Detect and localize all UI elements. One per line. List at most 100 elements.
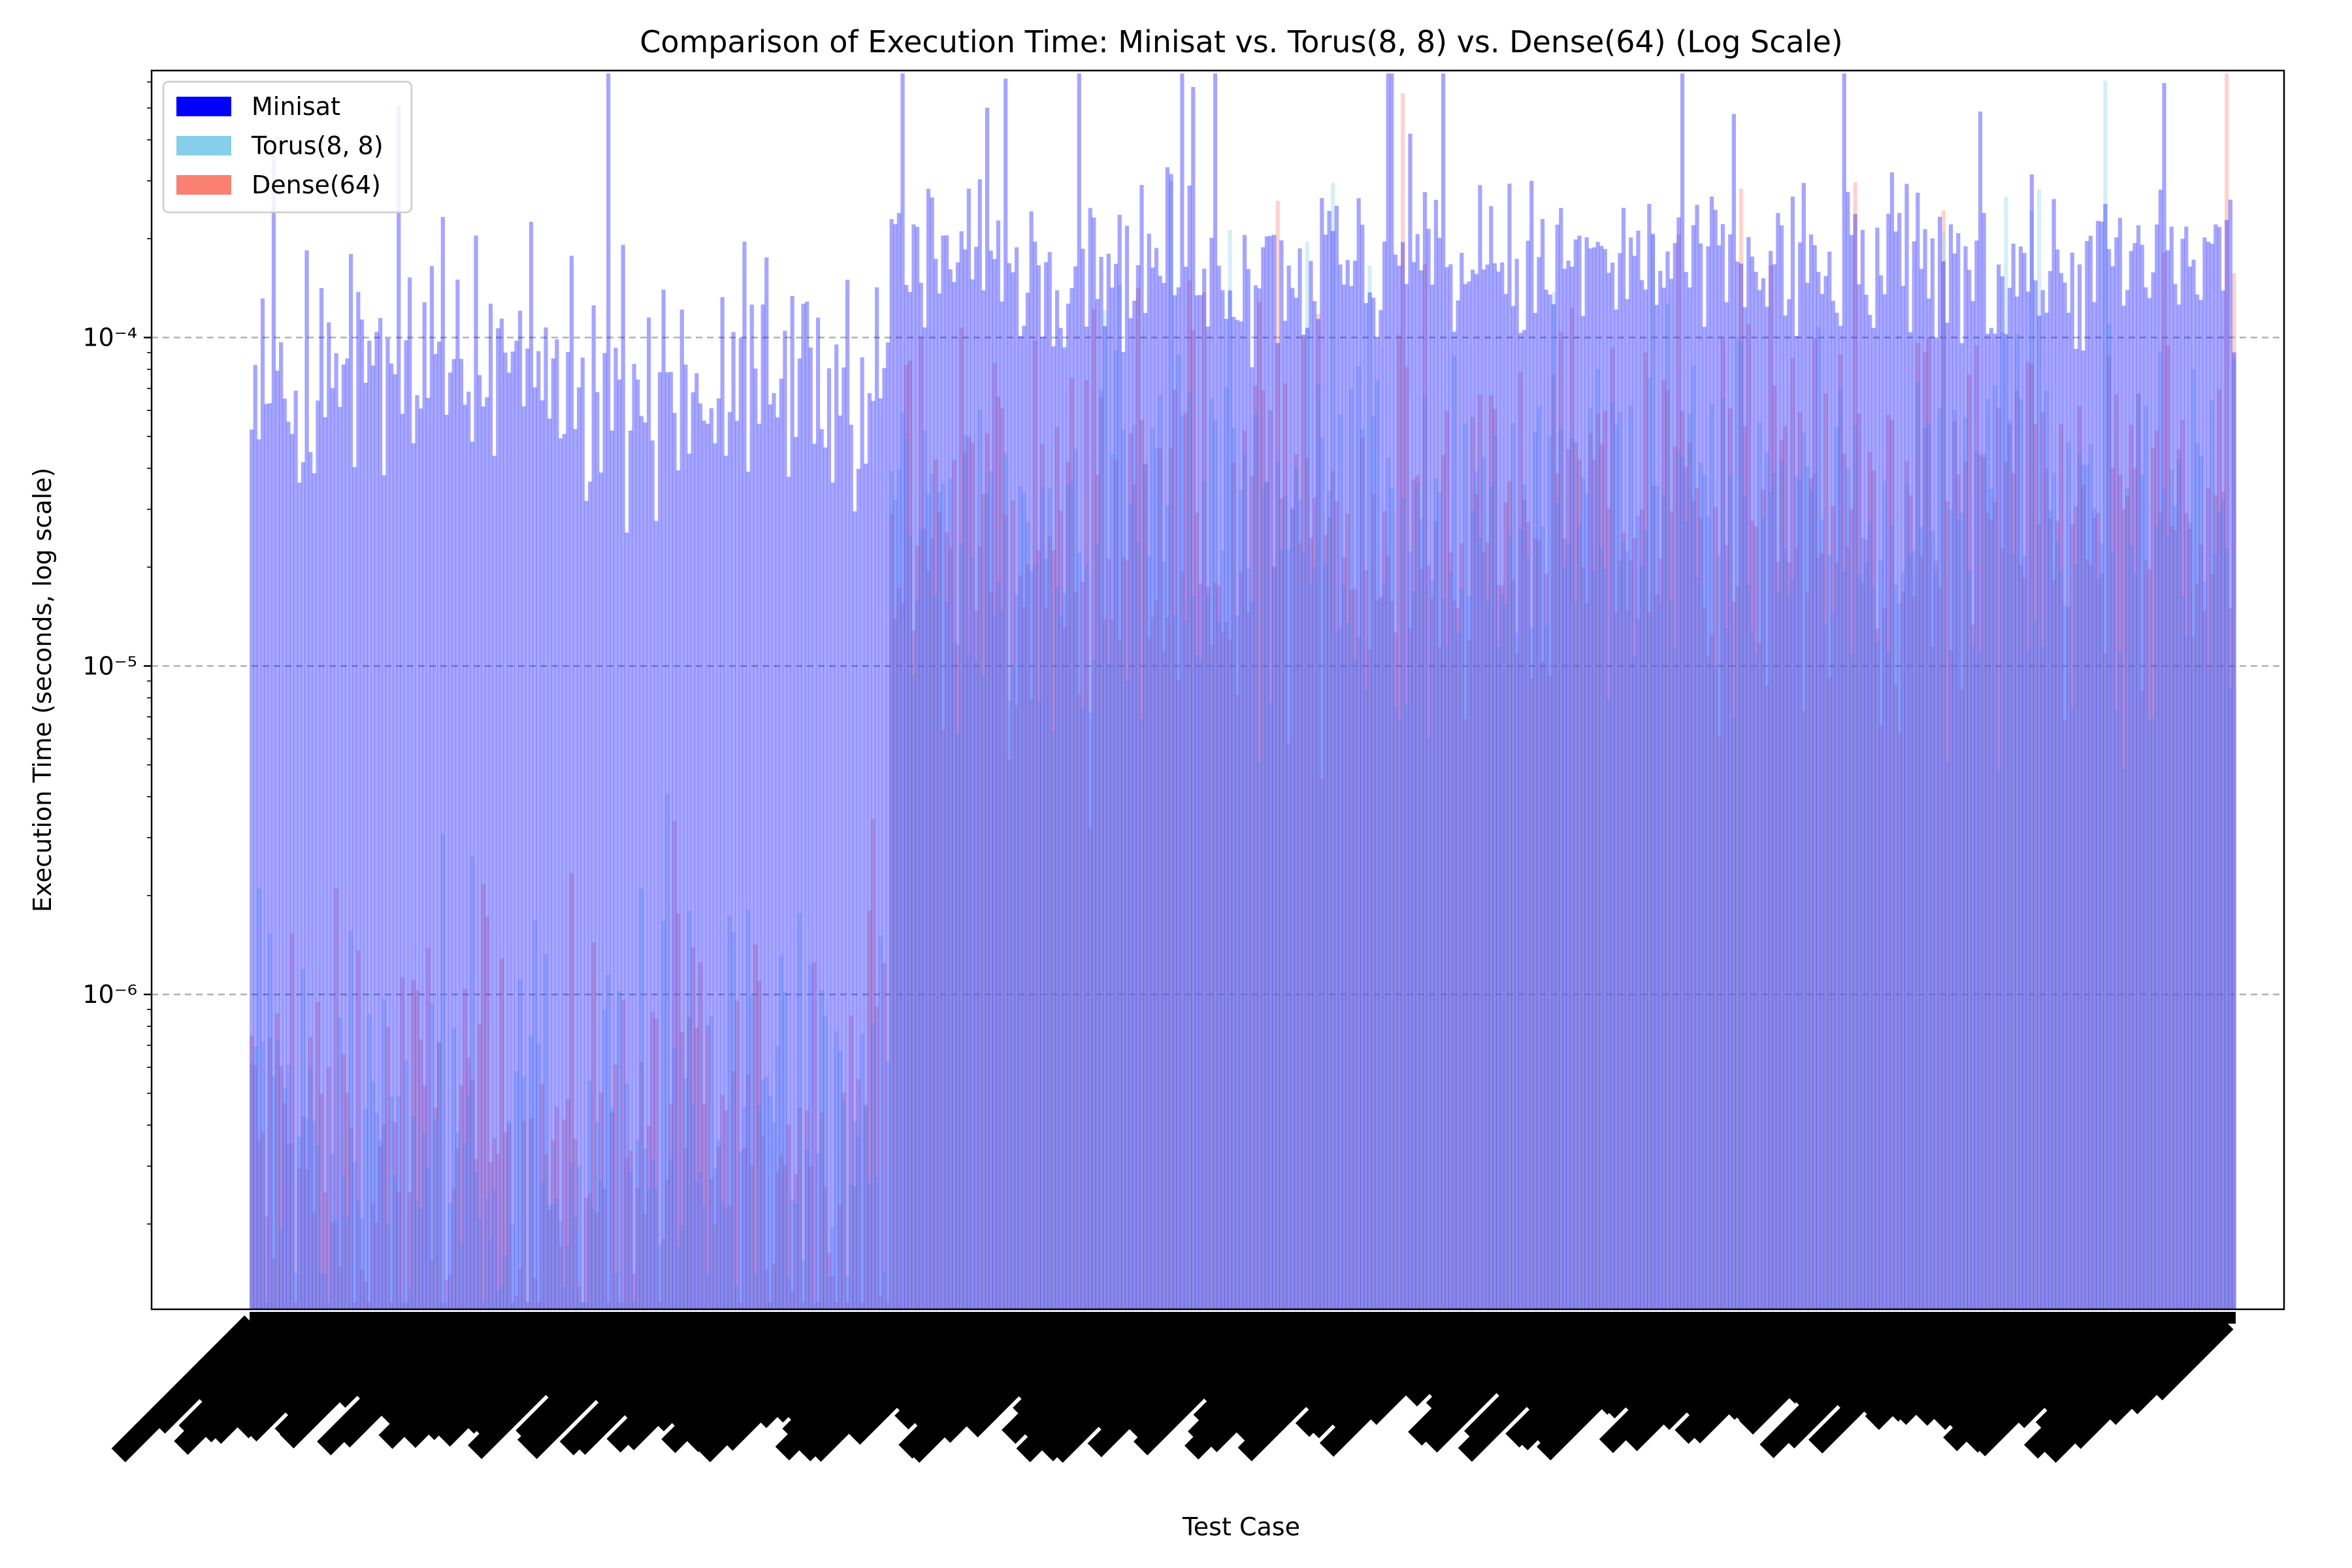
minisat-bar	[2040, 289, 2045, 1310]
minisat-bar	[1106, 253, 1111, 1309]
torus-bar	[1702, 474, 1707, 1310]
dense-bar	[1658, 558, 1663, 1309]
minisat-bar	[1422, 192, 1428, 1310]
minisat-bar	[1640, 280, 1644, 1310]
minisat-bar	[2187, 266, 2193, 1309]
dense-bar	[1595, 414, 1600, 1309]
dense-bar	[1838, 354, 1843, 1310]
dense-bar	[1603, 410, 1607, 1309]
dense-bar	[1518, 372, 1523, 1309]
minisat-bar	[1456, 300, 1460, 1310]
dense-bar	[1062, 627, 1067, 1310]
legend-swatch-minisat	[176, 97, 231, 116]
minisat-bar	[1253, 285, 1258, 1310]
legend-label-minisat: Minisat	[252, 92, 340, 121]
torus-bar	[1658, 602, 1663, 1310]
minisat-bar	[2221, 290, 2225, 1309]
minisat-bar	[404, 340, 408, 1309]
torus-bar	[1404, 704, 1409, 1309]
minisat-bar	[507, 372, 512, 1309]
dense-bar	[1500, 585, 1505, 1310]
dense-bar	[1025, 564, 1030, 1309]
minisat-bar	[1831, 301, 1835, 1309]
dense-bar	[363, 1281, 368, 1309]
torus-bar	[363, 1109, 368, 1309]
dense-bar	[1191, 330, 1196, 1310]
dense-bar	[573, 1139, 578, 1309]
dense-bar	[455, 1149, 460, 1309]
torus-bar	[1110, 453, 1115, 1310]
minisat-bar	[1846, 191, 1850, 1310]
minisat-bar	[1750, 256, 1755, 1309]
dense-bar	[2004, 462, 2008, 1309]
torus-bar	[400, 1302, 405, 1309]
torus-bar	[1688, 414, 1692, 1309]
dense-bar	[1765, 685, 1769, 1309]
dense-bar	[507, 1124, 512, 1309]
minisat-bar	[1235, 319, 1239, 1309]
torus-bar	[657, 1245, 662, 1309]
torus-bar	[1618, 412, 1622, 1309]
dense-bar	[1077, 694, 1081, 1309]
dense-bar	[853, 1186, 857, 1309]
dense-bar	[1124, 560, 1130, 1309]
minisat-bar	[2007, 287, 2012, 1309]
dense-bar	[1772, 385, 1776, 1309]
minisat-bar	[2117, 218, 2123, 1310]
torus-bar	[440, 834, 445, 1309]
dense-bar	[1750, 521, 1755, 1309]
torus-bar	[2048, 510, 2053, 1309]
dense-bar	[2040, 412, 2045, 1309]
minisat-bar	[282, 399, 287, 1310]
dense-bar	[2011, 473, 2016, 1309]
dense-bar	[451, 1188, 456, 1309]
dense-bar	[1345, 514, 1350, 1309]
torus-bar	[706, 1275, 710, 1309]
minisat-bar	[1757, 290, 1762, 1309]
torus-bar	[1187, 392, 1192, 1309]
dense-bar	[1290, 509, 1295, 1309]
minisat-bar	[584, 500, 589, 1309]
dense-bar	[1390, 601, 1394, 1309]
torus-bar	[540, 1181, 544, 1309]
dense-bar	[676, 913, 681, 1309]
dense-bar	[1739, 188, 1744, 1310]
dense-bar	[474, 1159, 478, 1309]
dense-bar	[286, 1143, 291, 1309]
minisat-bar	[815, 318, 821, 1309]
dense-bar	[1426, 564, 1431, 1309]
minisat-bar	[1081, 248, 1085, 1310]
minisat-bar	[1419, 270, 1424, 1309]
dense-bar	[1621, 532, 1626, 1309]
minisat-bar	[1702, 327, 1707, 1310]
torus-bar	[1426, 738, 1431, 1309]
torus-bar	[260, 1041, 265, 1309]
torus-bar	[882, 1271, 887, 1309]
dense-bar	[330, 1222, 335, 1309]
torus-bar	[735, 1286, 740, 1309]
dense-bar	[529, 1118, 534, 1309]
minisat-bar	[613, 348, 618, 1309]
torus-bar	[389, 1097, 394, 1309]
minisat-bar	[1415, 234, 1420, 1309]
dense-bar	[786, 1124, 791, 1309]
dense-bar	[860, 1302, 864, 1309]
dense-bar	[1878, 725, 1884, 1309]
torus-bar	[2018, 399, 2023, 1309]
dense-bar	[2106, 356, 2112, 1309]
dense-bar	[1812, 337, 1817, 1309]
dense-bar	[463, 988, 467, 1309]
torus-bar	[1562, 567, 1567, 1309]
minisat-bar	[1073, 266, 1078, 1309]
dense-bar	[2136, 393, 2141, 1310]
torus-bar	[418, 1209, 423, 1309]
dense-bar	[1544, 574, 1548, 1310]
minisat-bar	[2099, 221, 2104, 1310]
dense-bar	[1746, 324, 1751, 1309]
torus-bar	[271, 1075, 276, 1309]
minisat-bar	[1632, 255, 1637, 1309]
dense-bar	[1625, 610, 1629, 1310]
dense-bar	[1441, 455, 1446, 1309]
torus-bar	[1047, 489, 1052, 1309]
minisat-bar	[2096, 221, 2100, 1310]
